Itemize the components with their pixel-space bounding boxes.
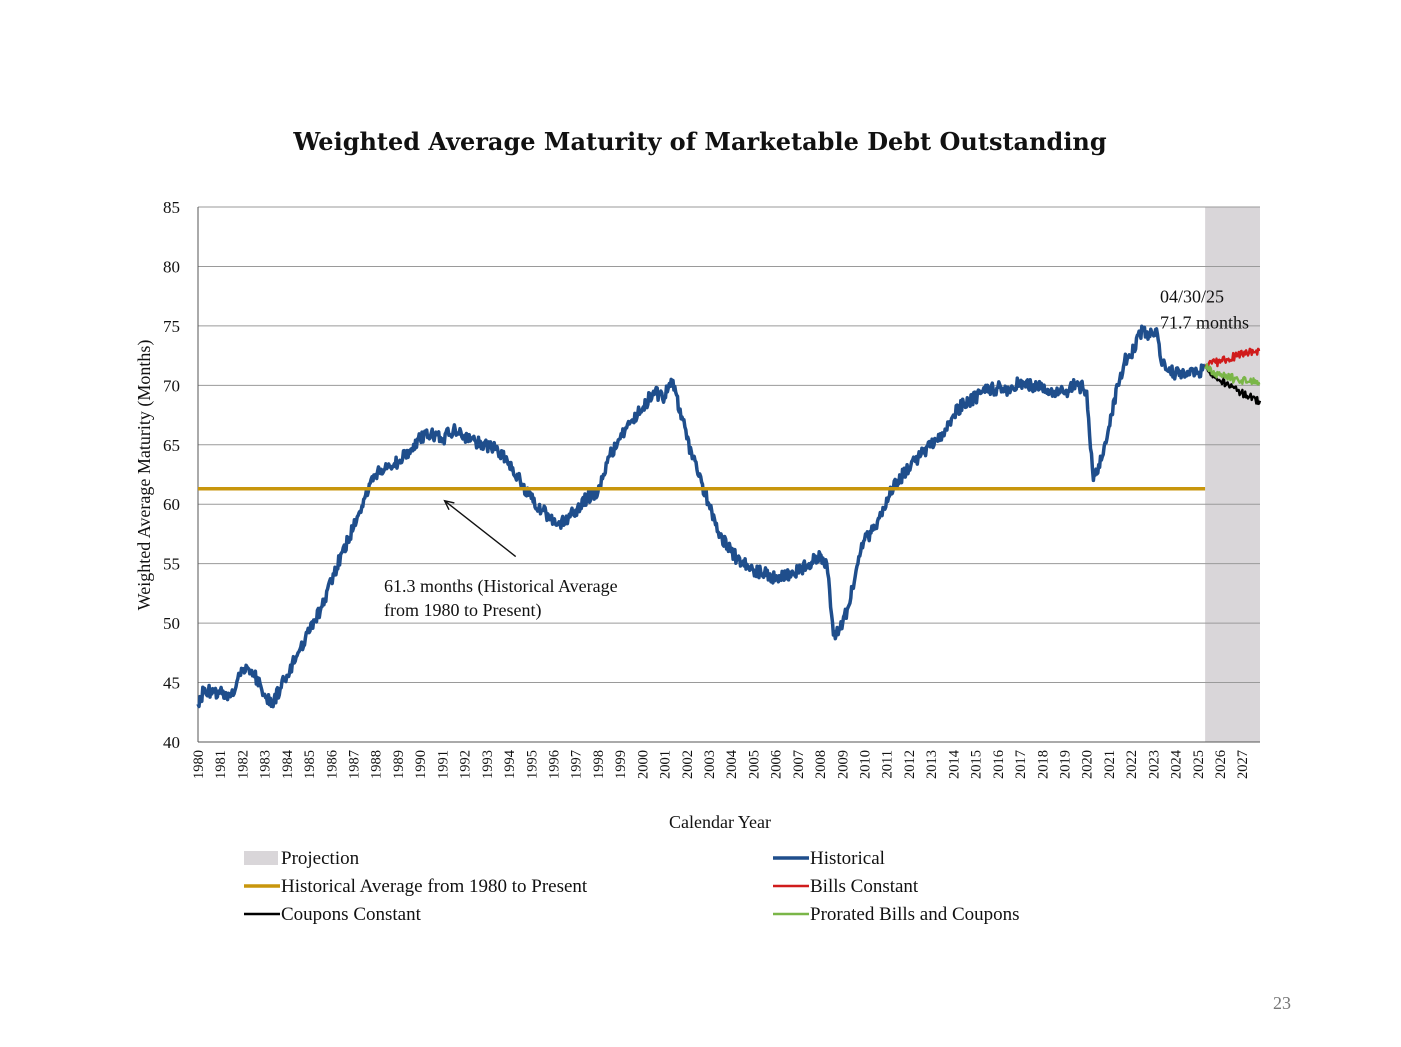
y-tick-label: 50 bbox=[163, 614, 180, 633]
x-tick-label: 1998 bbox=[591, 750, 607, 779]
x-tick-label: 2018 bbox=[1035, 750, 1051, 779]
x-tick-label: 2000 bbox=[635, 750, 651, 779]
x-tick-label: 2023 bbox=[1146, 750, 1162, 779]
x-tick-label: 2012 bbox=[902, 750, 918, 779]
page-number: 23 bbox=[1273, 993, 1291, 1013]
x-tick-label: 1992 bbox=[458, 750, 474, 779]
x-tick-label: 2015 bbox=[969, 750, 985, 779]
chart-title: Weighted Average Maturity of Marketable … bbox=[292, 127, 1107, 156]
annotation-latest-label: 04/30/25 bbox=[1160, 286, 1224, 306]
x-tick-label: 1993 bbox=[480, 750, 496, 779]
legend-label: Bills Constant bbox=[810, 876, 919, 897]
x-tick-label: 1990 bbox=[413, 750, 429, 779]
x-tick-label: 2027 bbox=[1235, 750, 1251, 779]
x-tick-label: 2025 bbox=[1191, 750, 1207, 779]
series-line-bills-constant bbox=[1204, 347, 1261, 369]
x-axis-ticks: 1980 1981 1982 1983 1984 1985 1986 1987 1988 1989… bbox=[191, 749, 1251, 779]
x-axis-label: Calendar Year bbox=[669, 812, 771, 832]
x-tick-label: 2010 bbox=[858, 750, 874, 779]
series-line-historical bbox=[196, 324, 1206, 709]
series-line-coupons-constant bbox=[1204, 365, 1262, 406]
y-axis-label: Weighted Average Maturity (Months) bbox=[134, 340, 155, 611]
x-tick-label: 2001 bbox=[658, 750, 674, 779]
x-tick-label: 1986 bbox=[324, 750, 340, 779]
annotation-arrow bbox=[444, 500, 517, 558]
x-tick-label: 1999 bbox=[613, 750, 629, 779]
y-tick-label: 80 bbox=[163, 257, 180, 276]
legend-label: Prorated Bills and Coupons bbox=[810, 904, 1020, 925]
x-tick-label: 1982 bbox=[235, 750, 251, 779]
x-tick-label: 2006 bbox=[769, 750, 785, 779]
x-tick-label: 2017 bbox=[1013, 750, 1029, 779]
x-tick-label: 1995 bbox=[524, 750, 540, 779]
x-tick-label: 2024 bbox=[1169, 749, 1185, 779]
legend: Projection Historical Historical Average f… bbox=[244, 848, 1020, 925]
y-tick-label: 55 bbox=[163, 555, 180, 574]
legend-item-prorated-bills-and-coupons: Prorated Bills and Coupons bbox=[773, 904, 1020, 925]
x-tick-label: 1985 bbox=[302, 750, 318, 779]
annotation-latest-label: 71.7 months bbox=[1160, 312, 1249, 332]
x-tick-label: 1988 bbox=[369, 750, 385, 779]
y-tick-label: 70 bbox=[163, 376, 180, 395]
x-tick-label: 2008 bbox=[813, 750, 829, 779]
x-tick-label: 1997 bbox=[569, 750, 585, 779]
y-tick-label: 40 bbox=[163, 733, 180, 752]
y-tick-label: 65 bbox=[163, 436, 180, 455]
series-line-prorated-bills-and-coupons bbox=[1204, 363, 1261, 386]
projection-region bbox=[1205, 207, 1260, 742]
y-tick-label: 60 bbox=[163, 495, 180, 514]
gridlines bbox=[198, 206, 1260, 743]
x-tick-label: 2002 bbox=[680, 750, 696, 779]
x-tick-label: 1996 bbox=[546, 750, 562, 779]
x-tick-label: 2014 bbox=[946, 749, 962, 779]
series-lines bbox=[196, 324, 1262, 709]
y-tick-label: 45 bbox=[163, 674, 180, 693]
y-axis-ticks: 40 45 50 55 60 65 70 75 80 85 bbox=[163, 198, 180, 752]
x-tick-label: 1981 bbox=[213, 750, 229, 779]
legend-swatch bbox=[244, 851, 278, 865]
x-tick-label: 2021 bbox=[1102, 750, 1118, 779]
x-tick-label: 2019 bbox=[1057, 750, 1073, 779]
legend-item-historical: Historical bbox=[773, 848, 885, 869]
x-tick-label: 2026 bbox=[1213, 750, 1229, 779]
x-tick-label: 1983 bbox=[258, 750, 274, 779]
x-tick-label: 2005 bbox=[746, 750, 762, 779]
annotation-arrowhead bbox=[443, 499, 455, 511]
legend-label: Coupons Constant bbox=[281, 904, 422, 925]
legend-label: Projection bbox=[281, 848, 360, 869]
x-tick-label: 2013 bbox=[924, 750, 940, 779]
legend-label: Historical Average from 1980 to Present bbox=[281, 876, 588, 897]
x-tick-label: 1994 bbox=[502, 749, 518, 779]
annotations: 04/30/25 71.7 months 61.3 months (Historic… bbox=[384, 286, 1249, 621]
x-tick-label: 1987 bbox=[347, 750, 363, 779]
x-tick-label: 1984 bbox=[280, 749, 296, 779]
x-tick-label: 1980 bbox=[191, 750, 207, 779]
x-tick-label: 2004 bbox=[724, 749, 740, 779]
x-tick-label: 2020 bbox=[1080, 750, 1096, 779]
legend-item-coupons-constant: Coupons Constant bbox=[244, 904, 422, 925]
x-tick-label: 2007 bbox=[791, 750, 807, 779]
y-tick-label: 85 bbox=[163, 198, 180, 217]
legend-item-bills-constant: Bills Constant bbox=[773, 876, 919, 897]
y-tick-label: 75 bbox=[163, 317, 180, 336]
legend-item-projection: Projection bbox=[244, 848, 360, 869]
legend-label: Historical bbox=[810, 848, 885, 869]
legend-item-historical-average-from-1980-to-present: Historical Average from 1980 to Present bbox=[244, 876, 588, 897]
x-tick-label: 2003 bbox=[702, 750, 718, 779]
x-tick-label: 2011 bbox=[880, 750, 896, 778]
annotation-average-label: from 1980 to Present) bbox=[384, 600, 541, 621]
x-tick-label: 1991 bbox=[435, 750, 451, 779]
annotation-average-label: 61.3 months (Historical Average bbox=[384, 576, 618, 597]
x-tick-label: 1989 bbox=[391, 750, 407, 779]
x-tick-label: 2016 bbox=[991, 750, 1007, 779]
x-tick-label: 2022 bbox=[1124, 750, 1140, 779]
x-tick-label: 2009 bbox=[835, 750, 851, 779]
